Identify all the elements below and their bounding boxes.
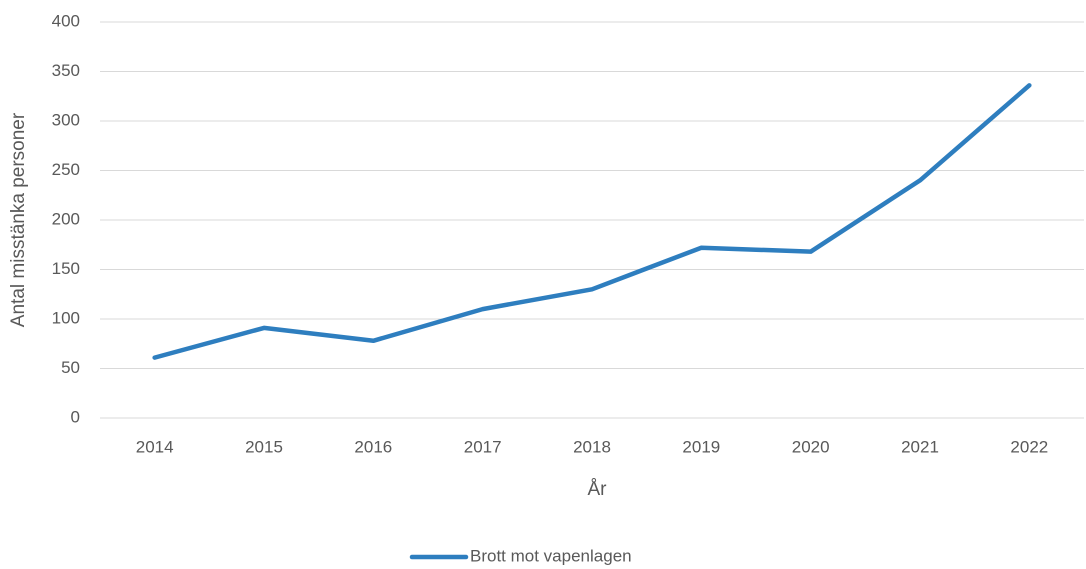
y-tick-label: 150 bbox=[52, 259, 80, 278]
x-tick-label: 2018 bbox=[573, 437, 611, 456]
y-tick-label: 0 bbox=[71, 407, 80, 426]
y-axis-label: Antal misstänka personer bbox=[8, 112, 29, 327]
x-tick-label: 2019 bbox=[682, 437, 720, 456]
y-tick-label: 100 bbox=[52, 308, 80, 327]
y-tick-label: 400 bbox=[52, 11, 80, 30]
y-tick-label: 200 bbox=[52, 209, 80, 228]
x-tick-label: 2021 bbox=[901, 437, 939, 456]
y-tick-label: 300 bbox=[52, 110, 80, 129]
y-tick-label: 50 bbox=[61, 358, 80, 377]
x-tick-label: 2014 bbox=[136, 437, 174, 456]
x-tick-label: 2015 bbox=[245, 437, 283, 456]
x-tick-label: 2017 bbox=[464, 437, 502, 456]
x-tick-label: 2020 bbox=[792, 437, 830, 456]
data-line bbox=[152, 83, 1032, 360]
x-tick-label: 2016 bbox=[354, 437, 392, 456]
y-tick-label: 250 bbox=[52, 160, 80, 179]
legend-label: Brott mot vapenlagen bbox=[470, 546, 632, 565]
y-tick-label: 350 bbox=[52, 61, 80, 80]
x-axis-label: År bbox=[588, 479, 608, 500]
x-tick-label: 2022 bbox=[1010, 437, 1048, 456]
